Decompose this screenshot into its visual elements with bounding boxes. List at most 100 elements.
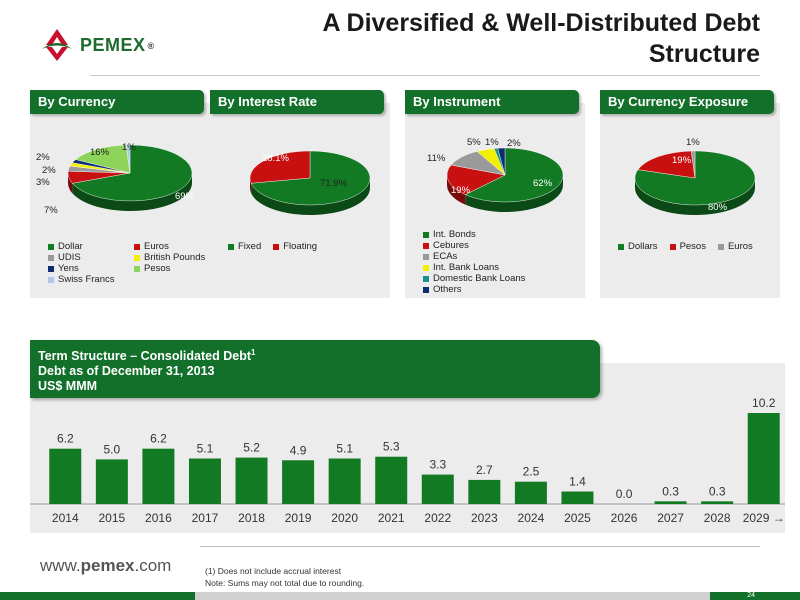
bar-value-label: 5.0 xyxy=(104,442,121,456)
bar-2027 xyxy=(654,501,687,504)
page-number: 24 xyxy=(747,592,755,599)
footnote-rounding: Note: Sums may not total due to rounding… xyxy=(205,578,365,588)
legend-swatch xyxy=(48,265,54,272)
legend-swatch xyxy=(669,243,676,250)
legend-label: Dollar xyxy=(58,241,83,252)
legend-label: Pesos xyxy=(679,241,706,252)
term-structure-title-box: Term Structure – Consolidated Debt1 Debt… xyxy=(30,340,600,398)
bar-category-label: 2022 xyxy=(424,511,451,525)
currency-exposure-panel: By Currency Exposure 80% 19% 1% Dollars Pes… xyxy=(600,90,780,298)
legend-swatch xyxy=(48,276,54,283)
legend-swatch xyxy=(423,275,429,282)
legend-swatch xyxy=(48,254,54,261)
pemex-logo: PEMEX ® xyxy=(38,25,188,65)
legend-swatch xyxy=(273,243,280,250)
instrument-panel: By Instrument 62% 19% 11% 5% 1% 2% Int. Bonds… xyxy=(405,90,585,298)
bar-value-label: 2.5 xyxy=(523,465,540,479)
pie-value-label: 2% xyxy=(42,165,56,176)
bar-2020 xyxy=(328,458,361,504)
currency-pie-chart: 69%7%3%2%2% 16% 1% xyxy=(36,142,195,216)
legend-swatch xyxy=(134,243,140,250)
legend-swatch xyxy=(423,231,429,238)
bar-value-label: 10.2 xyxy=(752,396,776,410)
pie-value-label: 2% xyxy=(36,152,50,163)
pie-slice-euros xyxy=(691,150,696,179)
bar-2019 xyxy=(282,460,315,504)
bar-value-label: 5.3 xyxy=(383,440,400,454)
bar-value-label: 5.2 xyxy=(243,441,260,455)
bar-category-label: 2016 xyxy=(145,511,172,525)
term-structure-unit: US$ MMM xyxy=(38,379,98,394)
interest-rate-legend: Fixed Floating xyxy=(228,241,317,252)
pie-value-label: 62% xyxy=(533,178,553,189)
bar-value-label: 0.3 xyxy=(662,484,679,498)
bar-category-label: 2021 xyxy=(378,511,405,525)
legend-swatch xyxy=(134,265,140,272)
pie-depth xyxy=(250,178,370,216)
pie-slice-fixed xyxy=(250,150,371,206)
legend-item: Floating xyxy=(273,241,317,252)
pie-value-label: 80% xyxy=(708,202,728,213)
legend-item: Dollars xyxy=(618,241,658,252)
legend-swatch xyxy=(717,243,724,250)
pie-value-label: 3% xyxy=(36,177,50,188)
legend-label: Int. Bank Loans xyxy=(433,262,500,273)
bar-category-label: 2015 xyxy=(98,511,125,525)
legend-label: Euros xyxy=(144,241,169,252)
bar-category-label: 2017 xyxy=(192,511,219,525)
pie-value-label: 71.9% xyxy=(320,178,347,189)
legend-label: British Pounds xyxy=(144,252,206,263)
legend-label: Euros xyxy=(727,241,753,252)
pie-slice-others xyxy=(497,147,506,176)
bar-value-label: 1.4 xyxy=(569,475,586,489)
instrument-pie-chart: 62% 19% 11% 5% 1% 2% xyxy=(427,137,564,212)
pie-value-label: 2% xyxy=(507,138,521,149)
footer-divider xyxy=(200,546,760,547)
legend-label: Dollars xyxy=(628,241,658,252)
pie-slice-pesos xyxy=(75,144,131,174)
pie-slice-int-bonds xyxy=(464,147,564,203)
pie-slice-dollars xyxy=(634,150,756,206)
bar-category-label: 2029 → xyxy=(743,511,785,525)
legend-label: Floating xyxy=(283,241,318,252)
logo-wordmark: PEMEX ® xyxy=(80,35,155,55)
pie-slice-dollar xyxy=(71,144,193,202)
legend-item: Fixed xyxy=(228,241,261,252)
footnotes: (1) Does not include accrual interest No… xyxy=(205,565,364,589)
legend-item: ECAs xyxy=(423,251,525,262)
pie-slice-swiss-francs xyxy=(125,144,131,174)
title-divider xyxy=(90,75,760,76)
currency-legend: Dollar Euros UDIS British Pounds Yens Pesos Sw… xyxy=(48,241,214,285)
pie-depth xyxy=(68,173,192,211)
pie-value-label: 1% xyxy=(686,137,700,148)
pie-depth xyxy=(635,178,755,215)
term-structure-bar-chart: 6.2 2014 5.0 2015 6.2 2016 5.1 2017 5.2 2018 4.9 20… xyxy=(30,396,785,525)
currency-panel-title: By Currency xyxy=(30,90,204,114)
pie-value-label: 69% xyxy=(175,191,195,202)
currency-exposure-legend: Dollars Pesos Euros xyxy=(618,241,753,252)
legend-label: Fixed xyxy=(238,241,262,252)
bar-value-label: 3.3 xyxy=(429,458,446,472)
website-link[interactable]: www.pemex.com xyxy=(40,556,172,575)
bar-category-label: 2025 xyxy=(564,511,591,525)
interest-rate-pie-chart: 71.9% 28.1% xyxy=(249,150,371,216)
bar-category-label: 2026 xyxy=(611,511,638,525)
pie-value-label: 19% xyxy=(451,185,471,196)
bar-category-label: 2018 xyxy=(238,511,265,525)
legend-swatch xyxy=(423,286,429,293)
legend-label: Cebures xyxy=(433,240,469,251)
bar-value-label: 6.2 xyxy=(57,432,74,446)
legend-swatch xyxy=(618,243,624,250)
legend-label: Others xyxy=(433,284,462,295)
legend-label: Swiss Francs xyxy=(58,274,115,285)
bar-value-label: 5.1 xyxy=(197,442,214,456)
legend-item: British Pounds xyxy=(134,252,214,263)
bar-2015 xyxy=(95,459,128,504)
bar-value-label: 4.9 xyxy=(290,443,307,457)
legend-label: Yens xyxy=(58,263,79,274)
footnote-accrual: (1) Does not include accrual interest xyxy=(205,566,342,576)
interest-rate-panel-title: By Interest Rate xyxy=(210,90,384,114)
bar-2021 xyxy=(375,456,408,504)
legend-swatch xyxy=(423,242,429,249)
legend-label: Pesos xyxy=(144,263,171,274)
